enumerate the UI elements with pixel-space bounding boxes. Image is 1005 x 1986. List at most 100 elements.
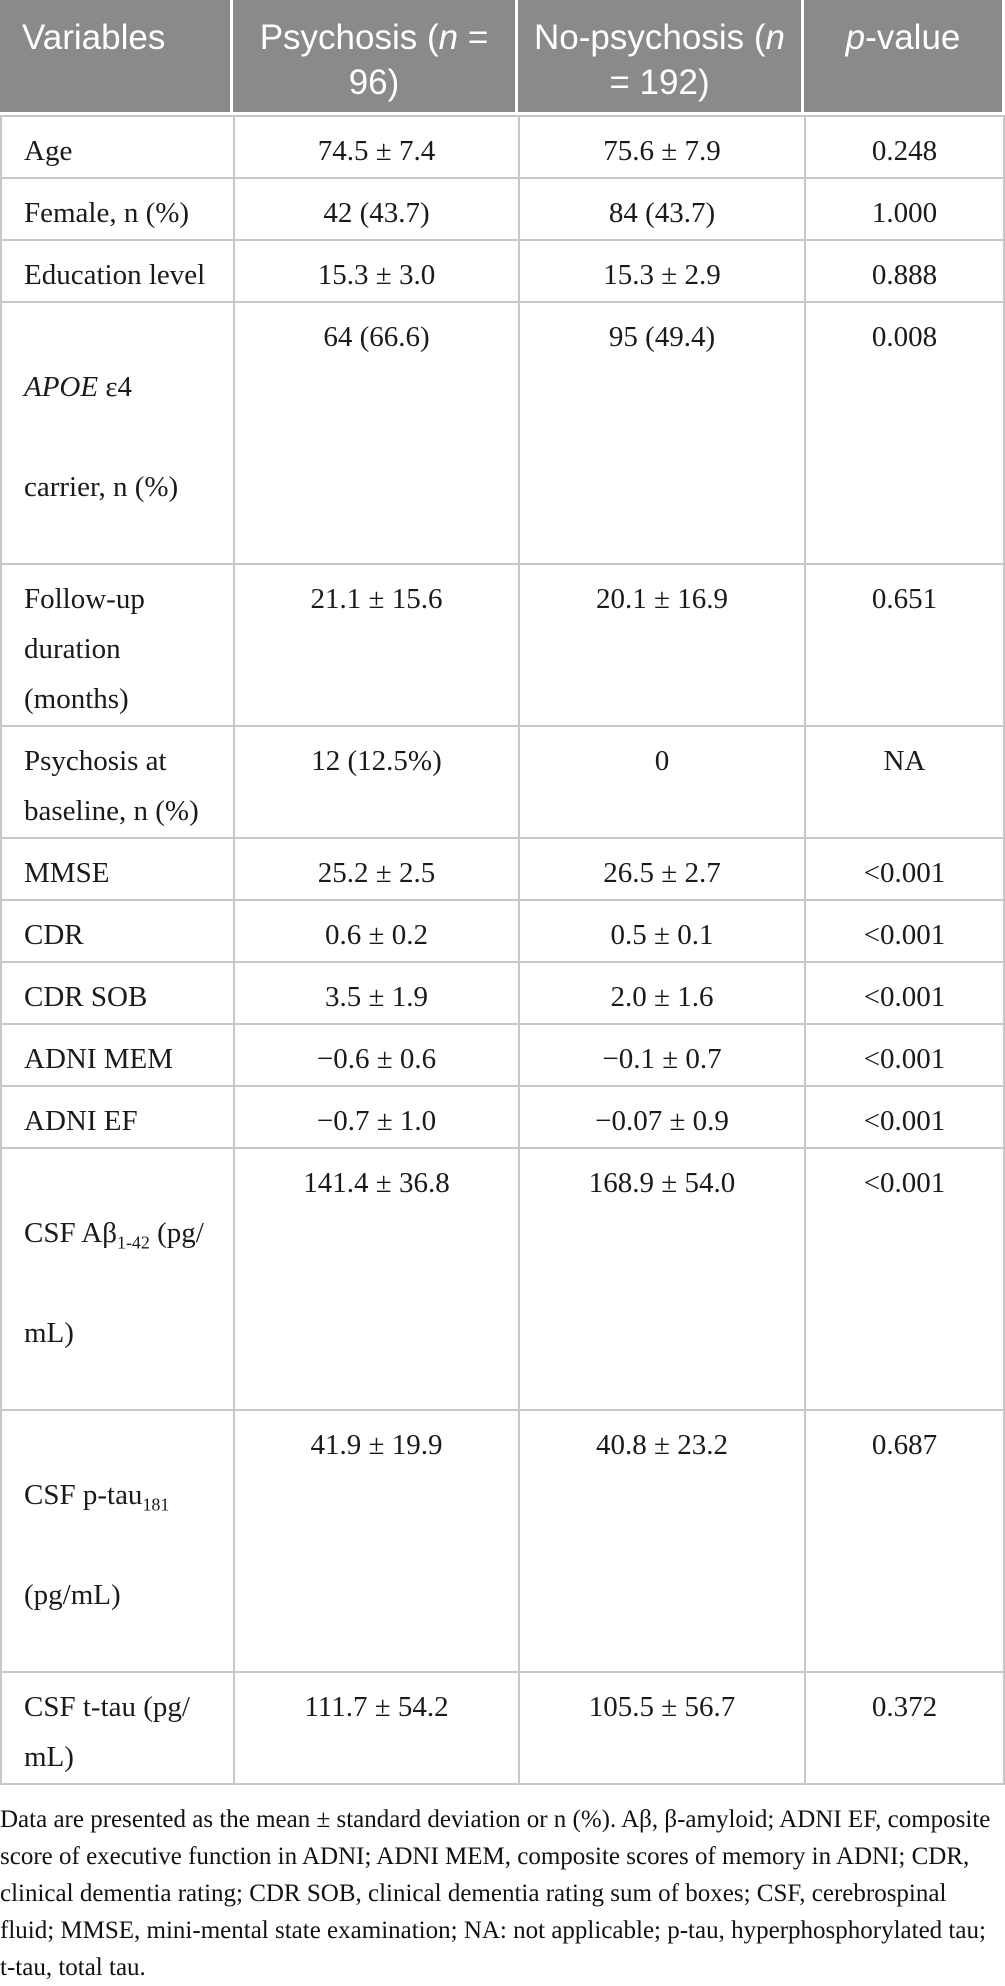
- no-psychosis-value-cell: 168.9 ± 54.0: [518, 1149, 804, 1411]
- header-row: Variables Psychosis (n = 96) No-psychosi…: [0, 0, 1005, 115]
- variable-cell: ADNI EF: [0, 1087, 233, 1149]
- table-body: Age 74.5 ± 7.4 75.6 ± 7.9 0.248 Female, …: [0, 115, 1005, 1785]
- variable-cell: Follow-up duration (months): [0, 565, 233, 727]
- psychosis-value-cell: 25.2 ± 2.5: [233, 839, 518, 901]
- p-value-cell: <0.001: [804, 963, 1005, 1025]
- no-psychosis-value-cell: 0: [518, 727, 804, 839]
- p-value-cell: <0.001: [804, 901, 1005, 963]
- psychosis-value-cell: −0.7 ± 1.0: [233, 1087, 518, 1149]
- p-value-cell: 0.248: [804, 115, 1005, 179]
- no-psychosis-value-cell: 40.8 ± 23.2: [518, 1411, 804, 1673]
- variable-cell: CDR: [0, 901, 233, 963]
- n-count: = 192): [609, 63, 710, 102]
- table-footnote: Data are presented as the mean ± standar…: [0, 1806, 991, 1981]
- p-value-cell: 0.008: [804, 303, 1005, 565]
- apoe-italic: APOE: [24, 371, 99, 403]
- no-psychosis-value-cell: 95 (49.4): [518, 303, 804, 565]
- p-value-cell: 0.372: [804, 1673, 1005, 1785]
- psychosis-value-cell: 141.4 ± 36.8: [233, 1149, 518, 1411]
- psychosis-value-cell: −0.6 ± 0.6: [233, 1025, 518, 1087]
- p-value-rest: -value: [865, 18, 961, 57]
- header-p-value: p-value: [804, 0, 1005, 115]
- no-psychosis-value-cell: −0.07 ± 0.9: [518, 1087, 804, 1149]
- variable-cell: MMSE: [0, 839, 233, 901]
- psychosis-value-cell: 15.3 ± 3.0: [233, 241, 518, 303]
- n-italic: n: [438, 18, 459, 57]
- table-row-followup: Follow-up duration (months) 21.1 ± 15.6 …: [0, 565, 1005, 727]
- header-variables-label: Variables: [22, 18, 166, 57]
- table-row-age: Age 74.5 ± 7.4 75.6 ± 7.9 0.248: [0, 115, 1005, 179]
- psychosis-value-cell: 64 (66.6): [233, 303, 518, 565]
- table-row-csf-abeta: CSF Aβ1-42 (pg/ mL) 141.4 ± 36.8 168.9 ±…: [0, 1149, 1005, 1411]
- table-row-adni-mem: ADNI MEM −0.6 ± 0.6 −0.1 ± 0.7 <0.001: [0, 1025, 1005, 1087]
- psychosis-value-cell: 21.1 ± 15.6: [233, 565, 518, 727]
- header-psychosis: Psychosis (n = 96): [233, 0, 518, 115]
- psychosis-value-cell: 12 (12.5%): [233, 727, 518, 839]
- csf-abeta-line1: CSF Aβ1-42 (pg/: [24, 1208, 223, 1258]
- csf-ptau-line1: CSF p-tau181: [24, 1470, 223, 1520]
- variable-cell: CSF Aβ1-42 (pg/ mL): [0, 1149, 233, 1411]
- no-psychosis-value-cell: 0.5 ± 0.1: [518, 901, 804, 963]
- csf-ptau-line2: (pg/mL): [24, 1579, 121, 1611]
- header-psychosis-label: Psychosis: [259, 18, 418, 57]
- csf-ptau-subscript: 181: [142, 1494, 170, 1515]
- p-italic: p: [845, 18, 866, 57]
- apoe-line1: APOE ε4: [24, 362, 223, 412]
- table-header: Variables Psychosis (n = 96) No-psychosi…: [0, 0, 1005, 115]
- psychosis-value-cell: 0.6 ± 0.2: [233, 901, 518, 963]
- header-psychosis-n: (n = 96): [349, 18, 489, 102]
- variable-cell: CDR SOB: [0, 963, 233, 1025]
- csf-abeta-subscript: 1-42: [116, 1232, 150, 1253]
- no-psychosis-value-cell: 15.3 ± 2.9: [518, 241, 804, 303]
- no-psychosis-value-cell: 20.1 ± 16.9: [518, 565, 804, 727]
- header-no-psychosis: No-psychosis (n = 192): [518, 0, 804, 115]
- header-no-psychosis-n: (n = 192): [609, 18, 785, 102]
- p-value-cell: <0.001: [804, 1087, 1005, 1149]
- p-value-cell: NA: [804, 727, 1005, 839]
- no-psychosis-value-cell: 75.6 ± 7.9: [518, 115, 804, 179]
- n-count: = 96): [348, 18, 489, 102]
- header-variables: Variables: [0, 0, 233, 115]
- variable-cell: CSF p-tau181 (pg/mL): [0, 1411, 233, 1673]
- no-psychosis-value-cell: 2.0 ± 1.6: [518, 963, 804, 1025]
- p-value-cell: 0.651: [804, 565, 1005, 727]
- variable-cell: Education level: [0, 241, 233, 303]
- variable-cell: ADNI MEM: [0, 1025, 233, 1087]
- psychosis-value-cell: 3.5 ± 1.9: [233, 963, 518, 1025]
- header-p-value-label: p-value: [846, 18, 961, 57]
- no-psychosis-value-cell: 105.5 ± 56.7: [518, 1673, 804, 1785]
- psychosis-value-cell: 42 (43.7): [233, 179, 518, 241]
- table-row-csf-ptau: CSF p-tau181 (pg/mL) 41.9 ± 19.9 40.8 ± …: [0, 1411, 1005, 1673]
- table-row-apoe: APOE ε4 carrier, n (%) 64 (66.6) 95 (49.…: [0, 303, 1005, 565]
- paren-open: (: [427, 18, 439, 57]
- table-row-csf-ttau: CSF t-tau (pg/ mL) 111.7 ± 54.2 105.5 ± …: [0, 1673, 1005, 1785]
- p-value-cell: 0.687: [804, 1411, 1005, 1673]
- apoe-rest: ε4: [98, 371, 133, 403]
- variable-cell: Female, n (%): [0, 179, 233, 241]
- psychosis-value-cell: 111.7 ± 54.2: [233, 1673, 518, 1785]
- table-row-mmse: MMSE 25.2 ± 2.5 26.5 ± 2.7 <0.001: [0, 839, 1005, 901]
- p-value-cell: 1.000: [804, 179, 1005, 241]
- psychosis-value-cell: 41.9 ± 19.9: [233, 1411, 518, 1673]
- csf-abeta-prefix: CSF Aβ: [24, 1217, 117, 1249]
- table-row-adni-ef: ADNI EF −0.7 ± 1.0 −0.07 ± 0.9 <0.001: [0, 1087, 1005, 1149]
- csf-abeta-units-open: (pg/: [149, 1217, 204, 1249]
- p-value-cell: <0.001: [804, 839, 1005, 901]
- variable-cell: CSF t-tau (pg/ mL): [0, 1673, 233, 1785]
- table-row-cdr: CDR 0.6 ± 0.2 0.5 ± 0.1 <0.001: [0, 901, 1005, 963]
- no-psychosis-value-cell: 26.5 ± 2.7: [518, 839, 804, 901]
- csf-ptau-prefix: CSF p-tau: [24, 1479, 143, 1511]
- n-italic: n: [765, 18, 785, 57]
- table-row-psychosis-baseline: Psychosis at baseline, n (%) 12 (12.5%) …: [0, 727, 1005, 839]
- csf-abeta-line2: mL): [24, 1317, 74, 1349]
- no-psychosis-value-cell: 84 (43.7): [518, 179, 804, 241]
- variable-cell: Age: [0, 115, 233, 179]
- variable-cell: APOE ε4 carrier, n (%): [0, 303, 233, 565]
- apoe-line2: carrier, n (%): [24, 471, 179, 503]
- baseline-characteristics-table: Variables Psychosis (n = 96) No-psychosi…: [0, 0, 1005, 1785]
- no-psychosis-value-cell: −0.1 ± 0.7: [518, 1025, 804, 1087]
- p-value-cell: <0.001: [804, 1149, 1005, 1411]
- table-row-female: Female, n (%) 42 (43.7) 84 (43.7) 1.000: [0, 179, 1005, 241]
- p-value-cell: <0.001: [804, 1025, 1005, 1087]
